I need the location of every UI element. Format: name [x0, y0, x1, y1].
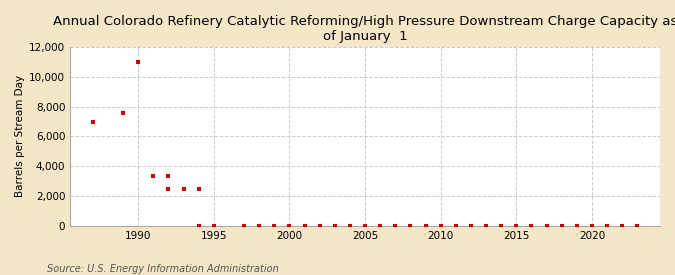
Point: [148, 174, 159, 178]
Point: [632, 224, 643, 228]
Point: [193, 224, 204, 228]
Point: [601, 224, 612, 228]
Point: [299, 224, 310, 228]
Point: [420, 224, 431, 228]
Point: [344, 224, 355, 228]
Point: [390, 224, 401, 228]
Point: [269, 224, 279, 228]
Point: [541, 224, 552, 228]
Point: [88, 119, 99, 124]
Point: [329, 224, 340, 228]
Point: [315, 224, 325, 228]
Point: [496, 224, 507, 228]
Point: [360, 224, 371, 228]
Point: [435, 224, 446, 228]
Point: [163, 174, 174, 178]
Point: [239, 224, 250, 228]
Point: [375, 224, 385, 228]
Point: [587, 224, 597, 228]
Point: [163, 187, 174, 192]
Point: [572, 224, 583, 228]
Point: [466, 224, 477, 228]
Text: Source: U.S. Energy Information Administration: Source: U.S. Energy Information Administ…: [47, 264, 279, 274]
Point: [526, 224, 537, 228]
Point: [617, 224, 628, 228]
Point: [556, 224, 567, 228]
Point: [178, 186, 189, 191]
Point: [511, 224, 522, 228]
Point: [133, 60, 144, 64]
Point: [284, 224, 295, 228]
Point: [405, 224, 416, 228]
Point: [209, 224, 219, 228]
Point: [193, 186, 204, 191]
Title: Annual Colorado Refinery Catalytic Reforming/High Pressure Downstream Charge Cap: Annual Colorado Refinery Catalytic Refor…: [53, 15, 675, 43]
Point: [254, 224, 265, 228]
Y-axis label: Barrels per Stream Day: Barrels per Stream Day: [15, 75, 25, 197]
Point: [450, 224, 461, 228]
Point: [481, 224, 491, 228]
Point: [117, 110, 128, 115]
